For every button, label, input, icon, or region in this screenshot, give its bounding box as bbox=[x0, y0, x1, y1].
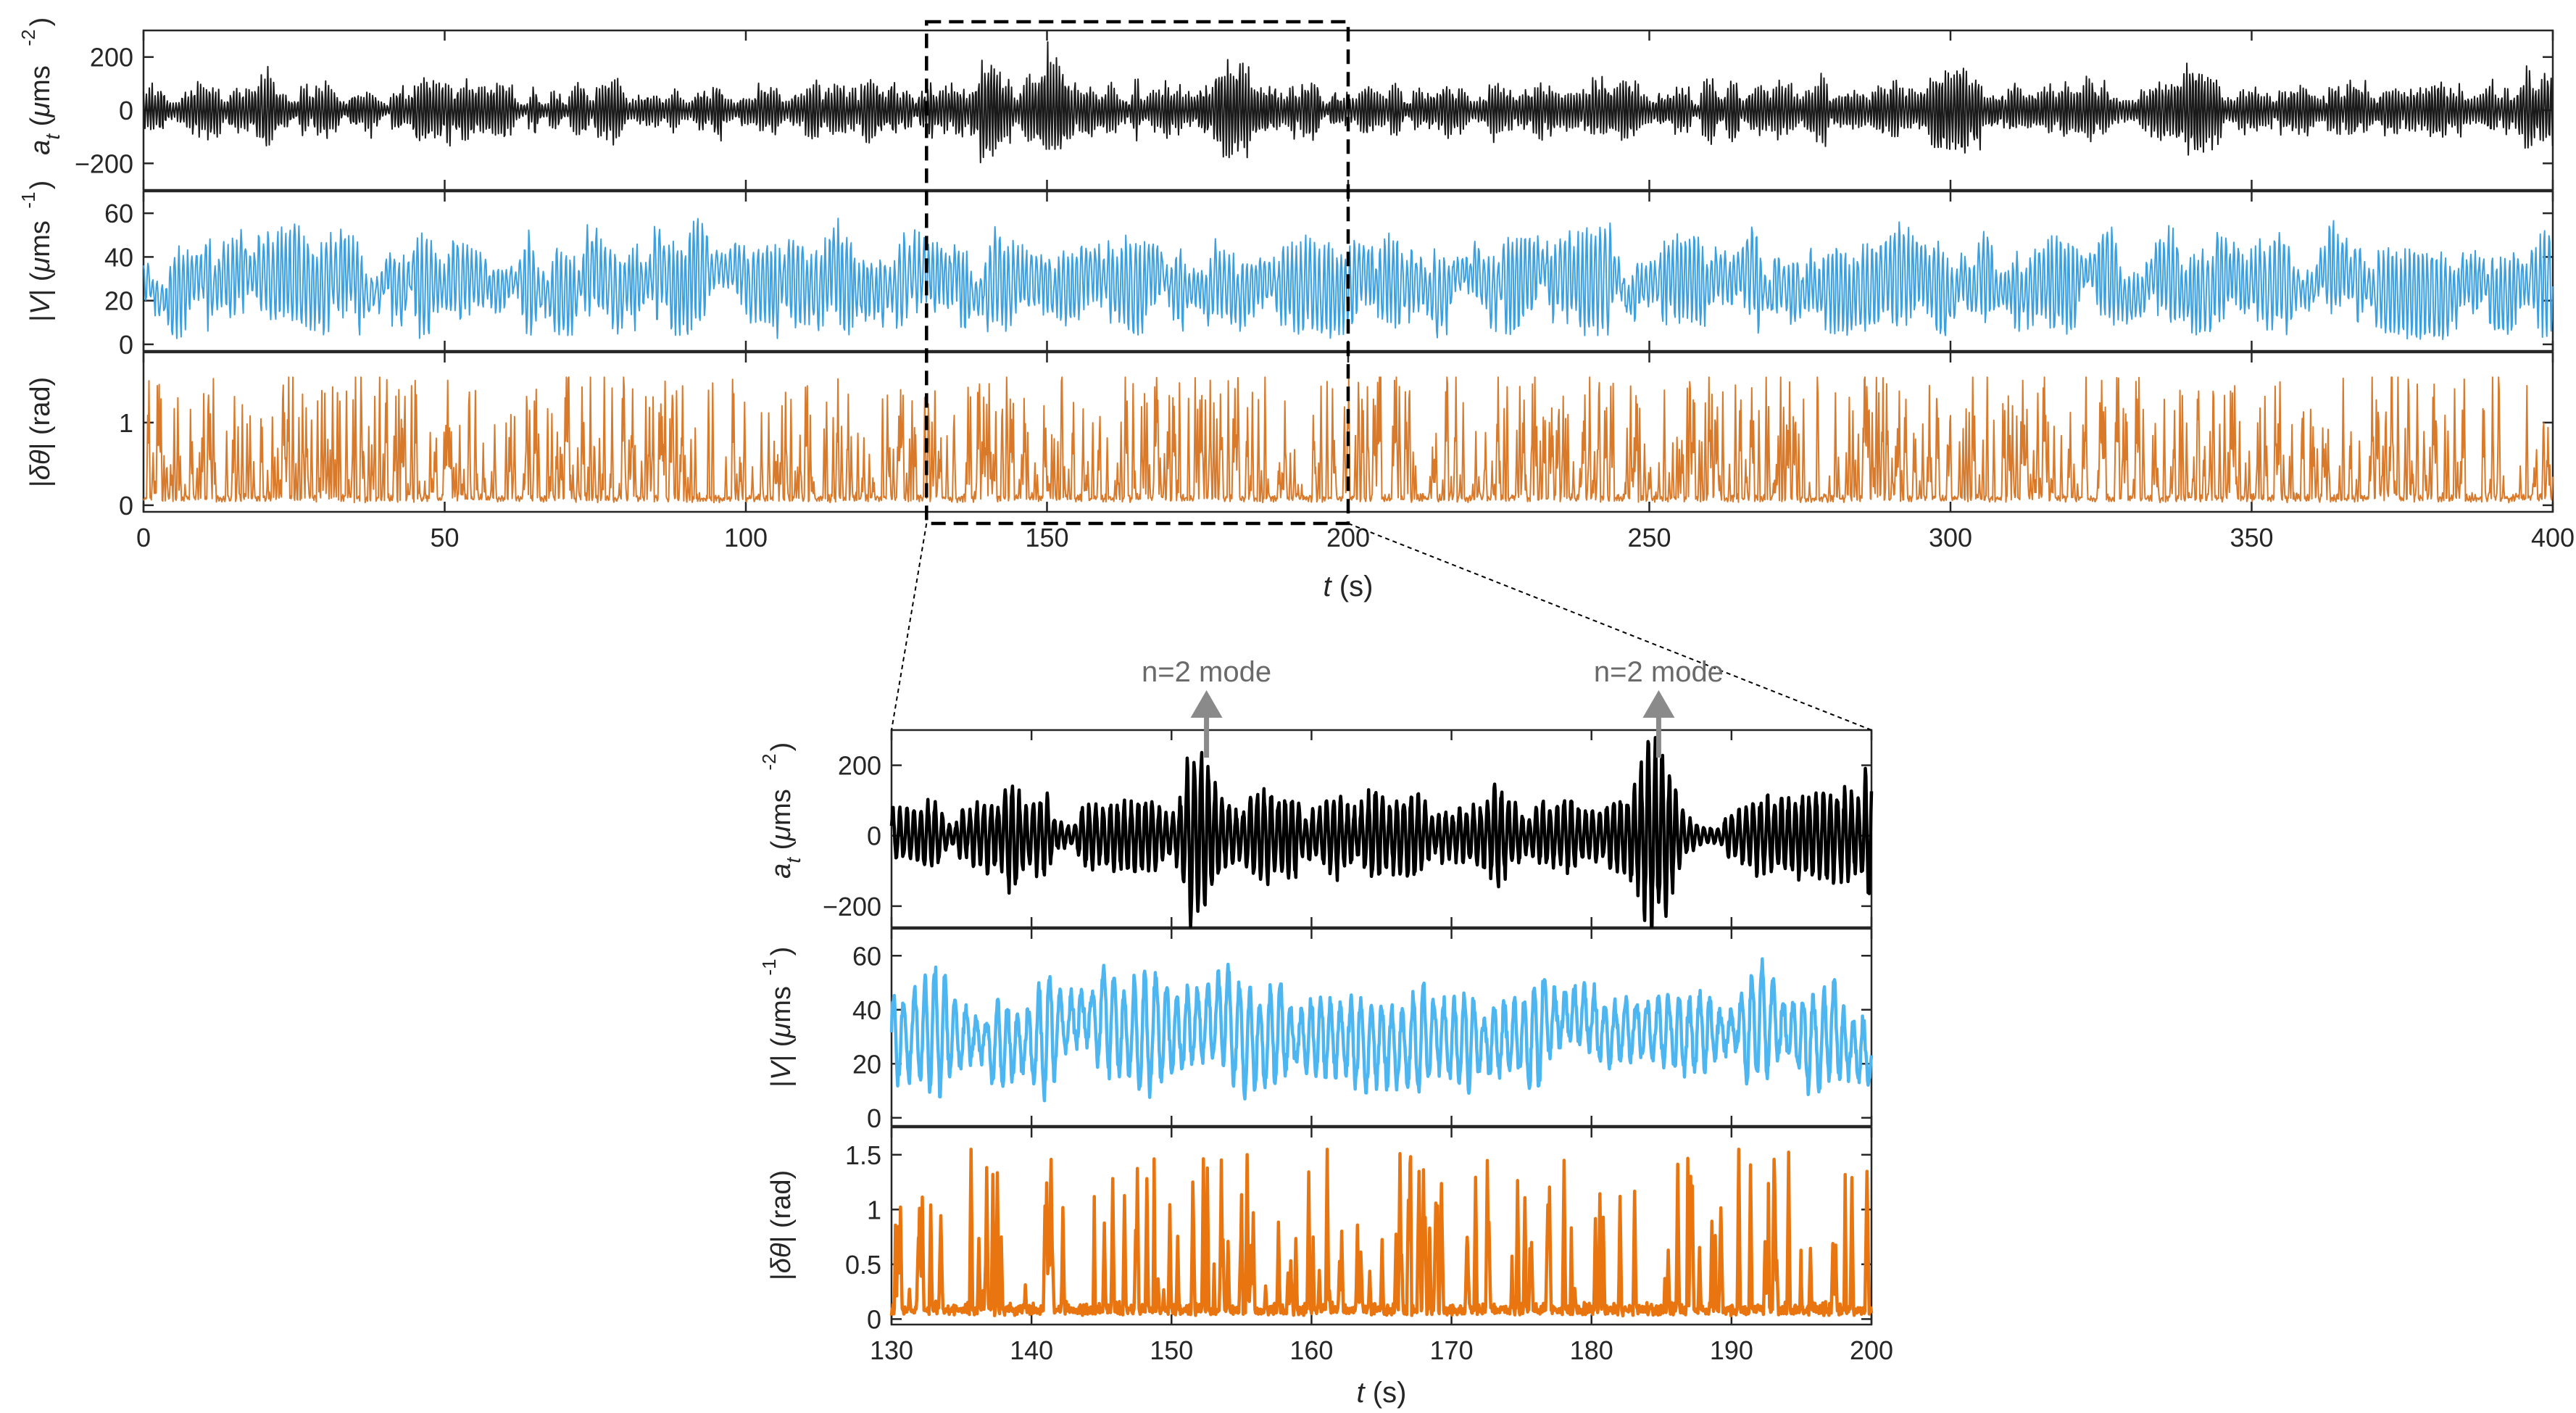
overview-angle-xtick-label: 250 bbox=[1627, 523, 1671, 552]
overview-speed-ytick-label: 0 bbox=[119, 330, 133, 360]
overview-speed-ylabel-exponent: -1 bbox=[17, 191, 39, 208]
panel-zoom-angle: 0 0.5 1 1.5 130 140 150 160 170 180 190 200 bbox=[845, 1126, 1893, 1365]
overview-angle-xtick-label: 300 bbox=[1929, 523, 1972, 552]
zoom-angle-xtick-label: 160 bbox=[1289, 1335, 1333, 1365]
overview-acc-series-line bbox=[143, 41, 2554, 164]
overview-acc-ylabel-exponent: -2 bbox=[17, 29, 39, 46]
zoom-speed-ylabel: |V| (μms bbox=[766, 986, 797, 1087]
overview-angle-series-line bbox=[143, 376, 2554, 504]
overview-acc-ytick-label: −200 bbox=[75, 149, 133, 178]
zoom-acc-ylabel-exponent: -2 bbox=[758, 753, 780, 770]
zoom-angle-ytick-label: 1.5 bbox=[845, 1140, 881, 1170]
mode-annotation-label: n=2 mode bbox=[1594, 656, 1724, 688]
zoom-acc-ylabel-close: ) bbox=[766, 742, 797, 752]
overview-angle-xtick-label: 100 bbox=[724, 523, 768, 552]
overview-speed-ylabel: |V| (μms bbox=[25, 220, 56, 322]
zoom-connector-left bbox=[891, 523, 928, 731]
zoom-angle-xtick-label: 140 bbox=[1010, 1335, 1053, 1365]
zoom-acc-ytick-label: −200 bbox=[823, 892, 881, 921]
highlight-window-box bbox=[925, 20, 1350, 526]
zoom-angle-ytick-label: 0 bbox=[867, 1304, 881, 1334]
overview-acc-ytick-label: 0 bbox=[119, 96, 133, 125]
overview-angle-xtick-label: 150 bbox=[1025, 523, 1068, 552]
overview-acc-ytick-label: 200 bbox=[90, 43, 133, 72]
mode-arrow-head bbox=[1642, 690, 1675, 718]
panel-overview-speed: 0 20 40 60 bbox=[104, 190, 2554, 360]
zoom-acc-ylabel: at (μms bbox=[766, 789, 805, 879]
zoom-angle-frame bbox=[890, 1126, 1873, 1326]
mode-arrow-head bbox=[1190, 690, 1223, 718]
overview-acc-ylabel-close: ) bbox=[25, 17, 56, 27]
overview-xlabel: t (s) bbox=[1324, 571, 1374, 602]
zoom-speed-series-line bbox=[889, 957, 1874, 1103]
mode-annotation-label: n=2 mode bbox=[1142, 656, 1271, 688]
overview-angle-xtick-label: 350 bbox=[2230, 523, 2273, 552]
zoom-connector-right bbox=[1347, 523, 1872, 731]
zoom-angle-xtick-label: 150 bbox=[1150, 1335, 1193, 1365]
overview-angle-xtick-label: 50 bbox=[430, 523, 459, 552]
zoom-speed-ylabel-close: ) bbox=[766, 947, 797, 956]
zoom-speed-ytick-label: 60 bbox=[852, 941, 881, 971]
zoom-speed-ytick-label: 40 bbox=[852, 995, 881, 1025]
zoom-acc-ytick-label: 200 bbox=[838, 751, 881, 781]
overview-angle-xtick-label: 200 bbox=[1326, 523, 1370, 552]
zoom-angle-ytick-label: 0.5 bbox=[845, 1250, 881, 1280]
zoom-speed-ytick-label: 0 bbox=[867, 1103, 881, 1133]
zoom-angle-ylabel: |δθ| (rad) bbox=[766, 1170, 797, 1280]
panel-zoom-speed: 0 20 40 60 bbox=[852, 927, 1874, 1133]
overview-speed-ytick-label: 40 bbox=[104, 242, 133, 272]
overview-angle-ylabel: |δθ| (rad) bbox=[25, 377, 56, 487]
zoom-angle-xtick-label: 130 bbox=[870, 1335, 913, 1365]
overview-speed-ytick-label: 60 bbox=[104, 199, 133, 228]
overview-speed-ylabel-close: ) bbox=[25, 181, 56, 190]
zoom-angle-xtick-label: 200 bbox=[1850, 1335, 1893, 1365]
zoom-acc-series-line bbox=[889, 736, 1874, 929]
zoom-angle-ytick-label: 1 bbox=[867, 1195, 881, 1225]
zoom-speed-ytick-label: 20 bbox=[852, 1049, 881, 1079]
zoom-angle-xtick-label: 180 bbox=[1570, 1335, 1613, 1365]
overview-speed-ytick-label: 20 bbox=[104, 286, 133, 316]
overview-angle-xtick-label: 0 bbox=[136, 523, 151, 552]
zoom-angle-series-line bbox=[889, 1147, 1874, 1318]
zoom-angle-xtick-label: 190 bbox=[1710, 1335, 1753, 1365]
overview-speed-series-line bbox=[143, 217, 2554, 341]
zoom-acc-ytick-label: 0 bbox=[867, 821, 881, 851]
overview-angle-ytick-label: 1 bbox=[119, 408, 133, 438]
panel-zoom-acc: −200 0 200 bbox=[823, 729, 1874, 929]
overview-acc-ylabel: at (μms bbox=[25, 65, 64, 155]
zoom-xlabel: t (s) bbox=[1357, 1377, 1407, 1409]
zoom-speed-ylabel-exponent: -1 bbox=[758, 958, 780, 975]
overview-angle-xtick-label: 400 bbox=[2531, 523, 2575, 552]
panel-overview-acc: −200 0 200 bbox=[75, 29, 2554, 191]
overview-angle-ytick-label: 0 bbox=[119, 491, 133, 521]
zoom-angle-xtick-label: 170 bbox=[1430, 1335, 1474, 1365]
